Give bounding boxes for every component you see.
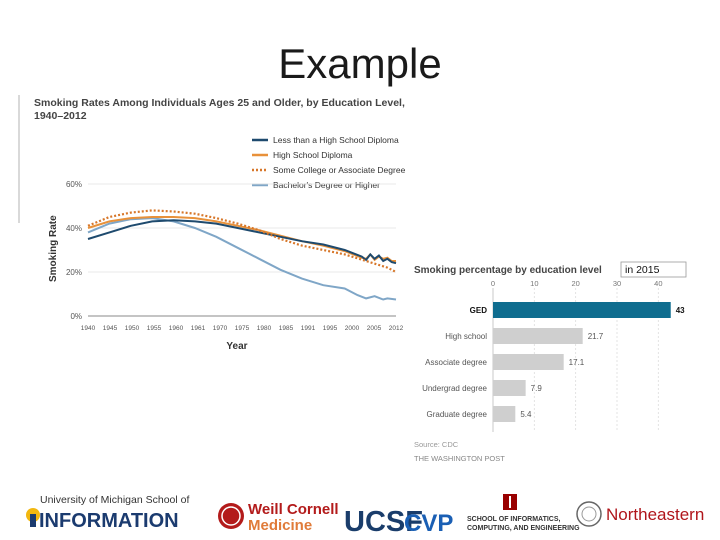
- bar-category-label: High school: [445, 332, 487, 341]
- weill-cornell-line2: Medicine: [248, 517, 312, 534]
- bar-value-label: 21.7: [588, 332, 604, 341]
- line-y-tick-label: 20%: [66, 268, 82, 277]
- line-grid: [88, 183, 396, 317]
- ucsf-logo: UCSF: [344, 506, 423, 538]
- bar-x-tick-label: 30: [613, 279, 621, 288]
- bar-value-label: 17.1: [569, 358, 585, 367]
- line-x-tick-label: 1950: [125, 325, 140, 332]
- northeastern-wordmark: Northeastern: [606, 505, 704, 524]
- iu-logo-line2: COMPUTING, AND ENGINEERING: [467, 525, 580, 532]
- bar-publisher: THE WASHINGTON POST: [414, 454, 505, 463]
- line-x-tick-label: 2012: [389, 325, 404, 332]
- series-less-hs-line: [87, 219, 397, 265]
- line-x-tick-label: 1945: [103, 325, 118, 332]
- bar-source: Source: CDC: [414, 440, 459, 449]
- iu-logo-line1: SCHOOL OF INFORMATICS,: [467, 516, 561, 523]
- line-x-tick-label: 2005: [367, 325, 382, 332]
- line-x-tick-label: 1961: [191, 325, 206, 332]
- line-x-tick-label: 1980: [257, 325, 272, 332]
- umich-logo-line2: INFORMATION: [39, 510, 179, 532]
- line-y-tick-label: 40%: [66, 224, 82, 233]
- line-chart-title: Smoking Rates Among Individuals Ages 25 …: [34, 97, 405, 109]
- line-x-tick-label: 1975: [235, 325, 250, 332]
- line-y-axis-label: Smoking Rate: [48, 215, 59, 282]
- line-series-group: [87, 209, 397, 301]
- bar-value-label: 7.9: [531, 384, 543, 393]
- year-annotation: in 2015: [625, 264, 660, 276]
- bar-category-label: Associate degree: [425, 358, 487, 367]
- umich-logo-line1: University of Michigan School of: [40, 494, 189, 506]
- bar-category-label: Graduate degree: [427, 410, 488, 419]
- bar-category-label: Undergrad degree: [422, 384, 487, 393]
- line-x-tick-label: 2000: [345, 325, 360, 332]
- umich-logo: University of Michigan School of INFORMA…: [26, 494, 189, 532]
- legend-label-less-hs: Less than a High School Diploma: [273, 135, 399, 145]
- weill-cornell-logo: Weill Cornell Medicine: [218, 501, 339, 534]
- iu-logo: SCHOOL OF INFORMATICS, COMPUTING, AND EN…: [467, 494, 580, 532]
- slide-title: Example: [278, 40, 442, 87]
- line-x-tick-label: 1985: [279, 325, 294, 332]
- bar-value-label: 5.4: [520, 410, 532, 419]
- bar-category-label: GED: [470, 306, 488, 315]
- line-chart-title-line2: 1940–2012: [34, 110, 87, 122]
- left-edge-bar: [18, 95, 20, 223]
- line-y-tick-label: 0%: [70, 312, 82, 321]
- year-annotation-box: [620, 261, 687, 278]
- bar-x-tick-label: 0: [491, 279, 495, 288]
- bar-x-tick-label: 20: [571, 279, 579, 288]
- line-x-tick-label: 1940: [81, 325, 96, 332]
- line-x-tick-label: 1955: [147, 325, 162, 332]
- bar-x-tick-label: 40: [654, 279, 662, 288]
- line-x-tick-label: 1970: [213, 325, 228, 332]
- line-x-tick-label: 1991: [301, 325, 316, 332]
- bar-chart-panel: [408, 258, 712, 483]
- line-x-tick-label: 1995: [323, 325, 338, 332]
- northeastern-logo: Northeastern: [576, 501, 704, 527]
- series-bachelors-line: [87, 217, 397, 301]
- line-legend: Less than a High School Diploma High Sch…: [252, 135, 406, 190]
- legend-label-some-college: Some College or Associate Degree: [273, 165, 406, 175]
- cvp-logo: CVP: [404, 510, 453, 537]
- bar-associate-degree: [493, 354, 564, 370]
- bar-value-label: 43: [676, 306, 685, 315]
- bar-ged: [493, 302, 671, 318]
- northeastern-seal: [576, 501, 602, 527]
- logos-row: University of Michigan School of INFORMA…: [26, 494, 704, 538]
- bar-high-school: [493, 328, 583, 344]
- line-y-tick-label: 60%: [66, 180, 82, 189]
- legend-label-bachelors: Bachelor's Degree or Higher: [273, 180, 380, 190]
- series-some-college-line: [87, 209, 397, 273]
- bar-x-ticks: 0 10 20 30 40: [491, 279, 663, 288]
- line-x-tick-label: 1960: [169, 325, 184, 332]
- bar-graduate-degree: [493, 406, 516, 422]
- line-x-ticks: 1940 1945 1950 1955 1960 1961 1970 1975 1980 1985…: [81, 325, 404, 332]
- legend-label-hs: High School Diploma: [273, 150, 353, 160]
- bar-x-tick-label: 10: [530, 279, 538, 288]
- line-y-ticks: 0% 20% 40% 60%: [66, 180, 82, 321]
- bar-chart-title: Smoking percentage by education level: [414, 265, 602, 276]
- weill-cornell-line1: Weill Cornell: [248, 501, 339, 518]
- bar-undergrad-degree: [493, 380, 526, 396]
- bar-marks: GED 43 High school 21.7 Associate degree 17.1…: [422, 302, 685, 422]
- line-x-axis-label: Year: [226, 341, 247, 352]
